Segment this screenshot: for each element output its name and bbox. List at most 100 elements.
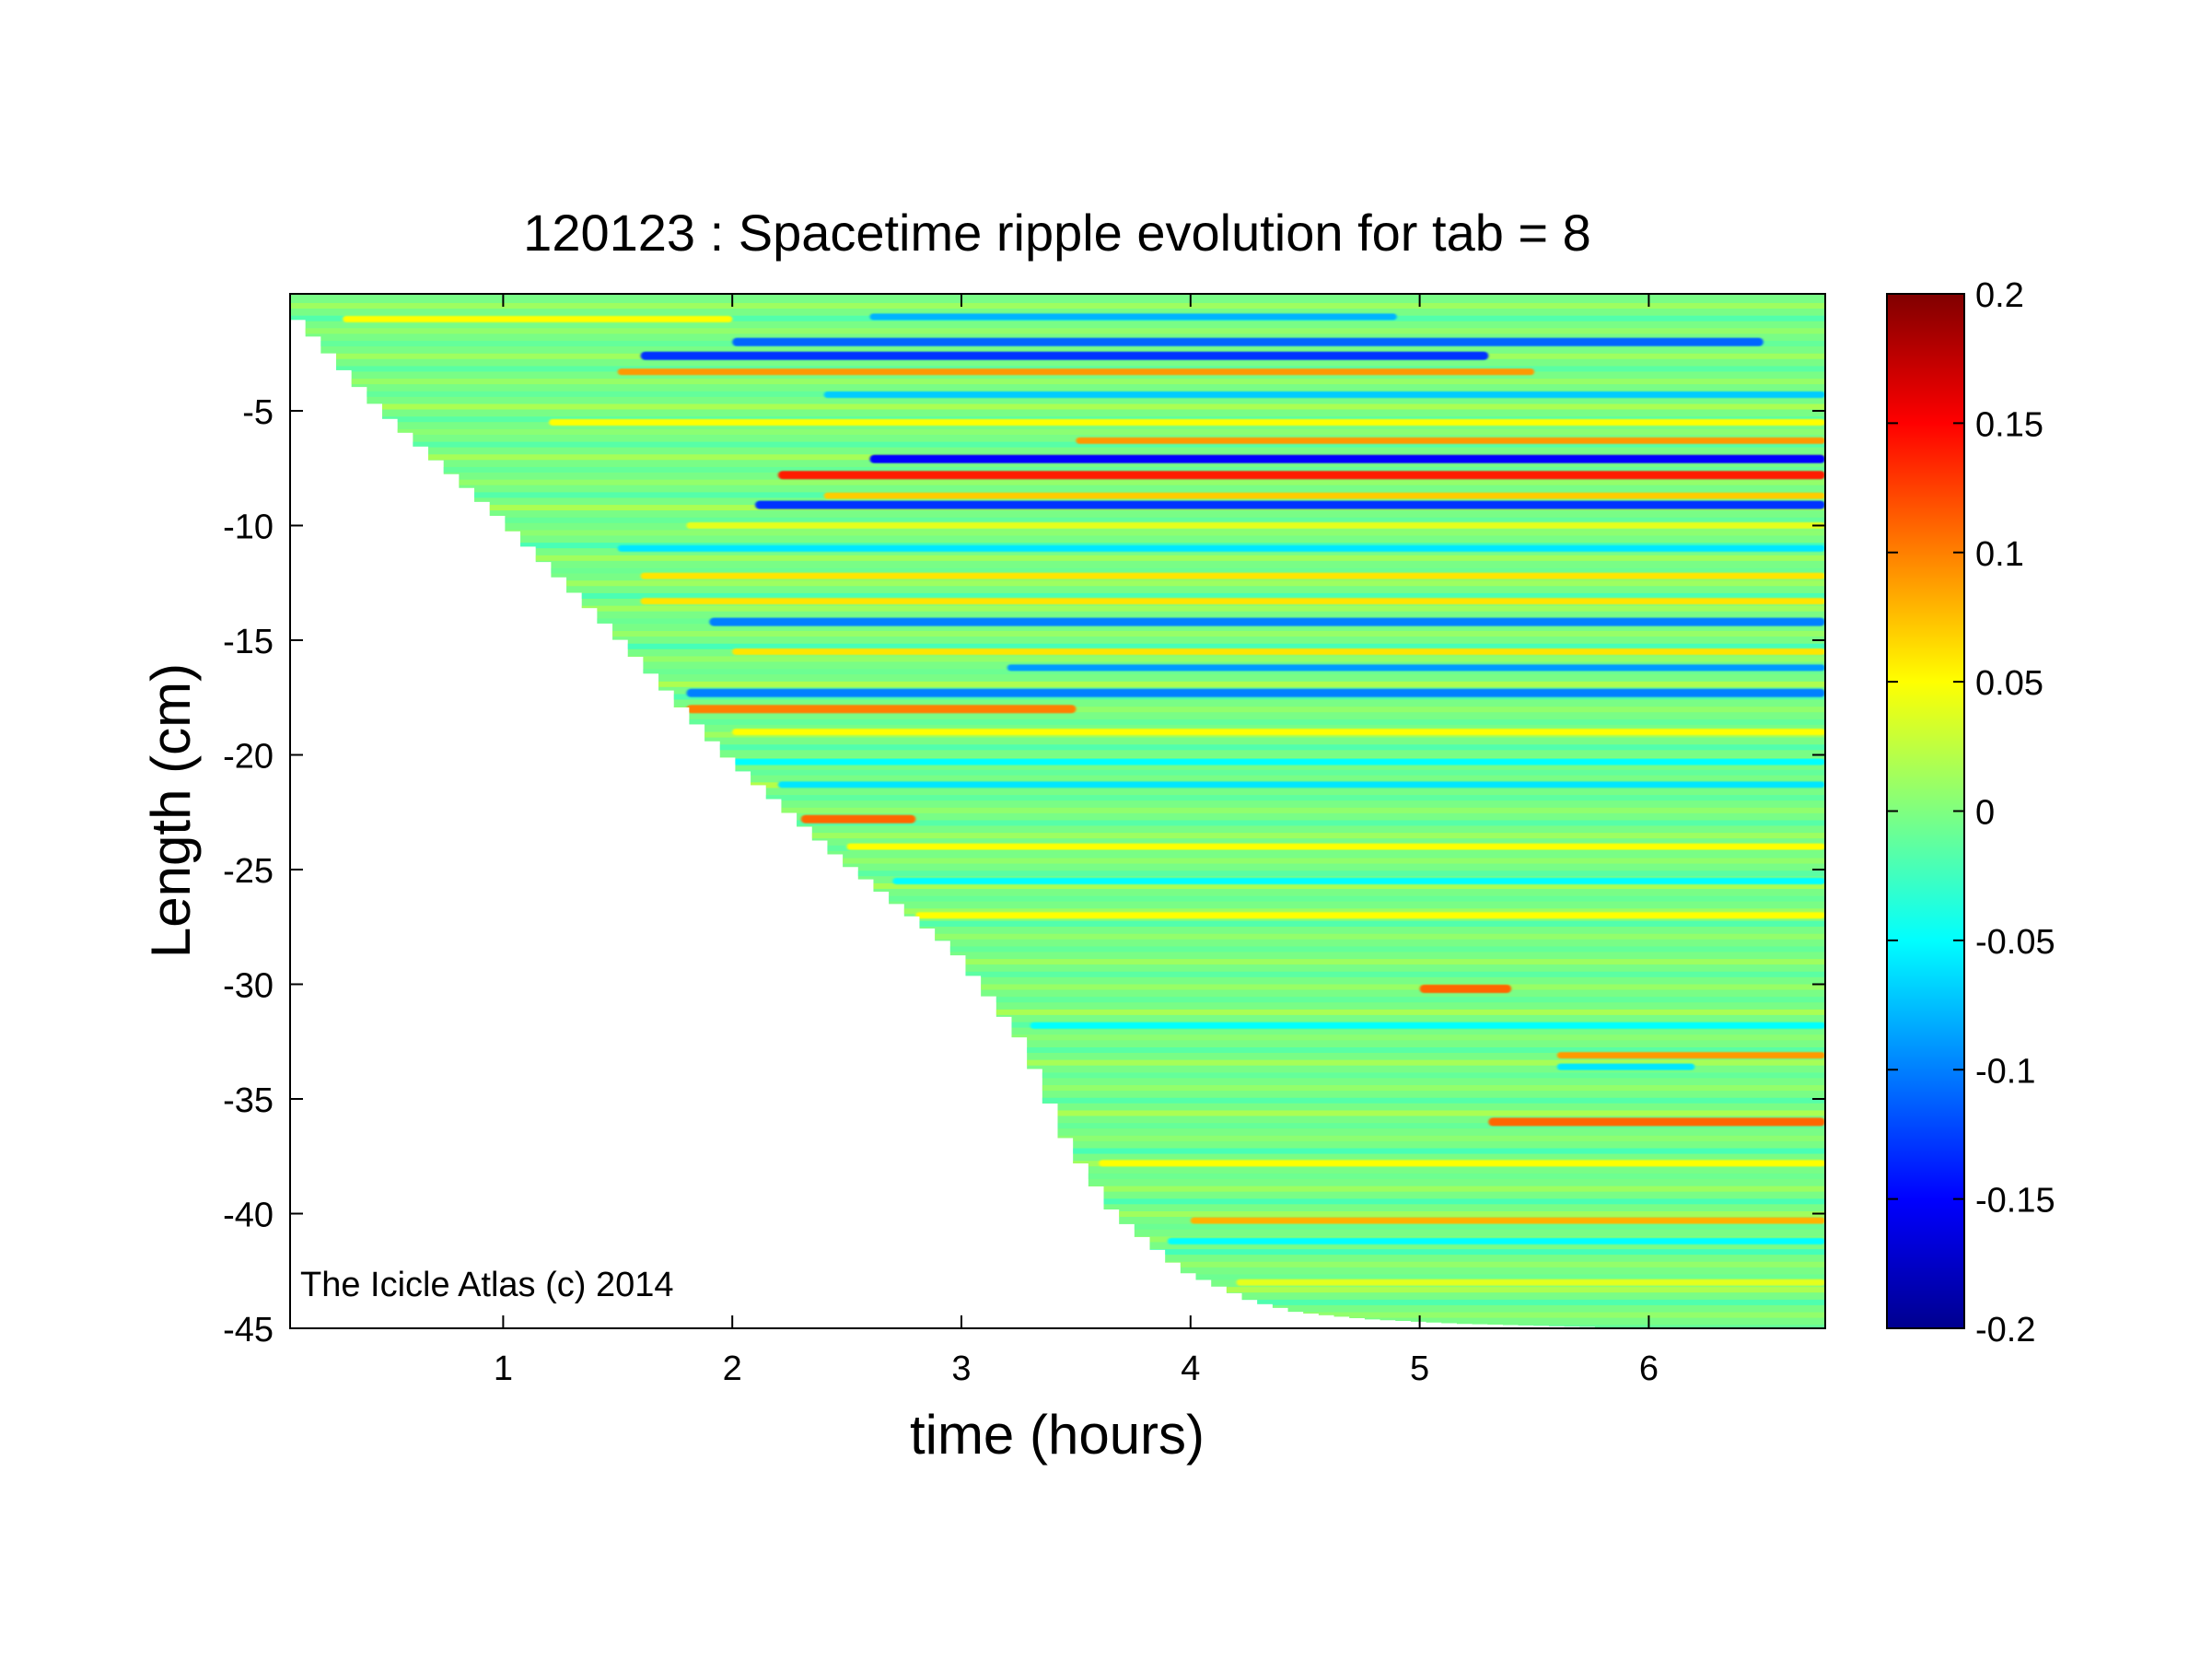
texture-stripe <box>290 744 1825 751</box>
ripple-band <box>846 843 1825 850</box>
ripple-band <box>1236 1279 1825 1286</box>
ripple-band <box>732 648 1825 655</box>
ripple-band <box>755 500 1825 509</box>
texture-stripe <box>290 870 1825 877</box>
ripple-band <box>892 877 1825 884</box>
texture-stripe <box>290 807 1825 813</box>
ripple-band <box>709 617 1825 626</box>
texture-stripe <box>290 669 1825 675</box>
colorbar-tick-label: -0.2 <box>1975 1311 2035 1349</box>
texture-stripe <box>290 833 1825 839</box>
texture-stripe <box>290 567 1825 574</box>
x-axis-ticks: 1 2 3 4 5 6 <box>494 294 1659 1388</box>
ripple-band <box>1556 1063 1695 1070</box>
x-axis-label: time (hours) <box>910 1404 1205 1466</box>
texture-stripe <box>290 1110 1825 1116</box>
texture-stripe <box>290 882 1825 889</box>
colorbar-tick-label: 0.2 <box>1975 276 2024 315</box>
ripple-band <box>1556 1052 1825 1059</box>
ripple-band <box>732 729 1825 736</box>
colorbar-tick-label: 0.15 <box>1975 405 2043 444</box>
y-tick-label: -20 <box>223 737 274 776</box>
texture-stripe <box>290 933 1825 940</box>
ripple-band <box>686 521 1825 529</box>
texture-stripe <box>290 1097 1825 1104</box>
x-tick-label: 2 <box>723 1349 742 1388</box>
texture-stripe <box>290 984 1825 990</box>
ripple-band <box>640 598 1825 605</box>
ripple-band <box>617 368 1535 376</box>
texture-stripe <box>290 921 1825 928</box>
ripple-band <box>1419 984 1512 993</box>
texture-stripe <box>290 895 1825 902</box>
plot-frame <box>289 293 1826 1329</box>
y-tick-label: -25 <box>223 852 274 891</box>
ripple-band <box>1167 1237 1825 1244</box>
watermark-annotation: The Icicle Atlas (c) 2014 <box>300 1266 674 1304</box>
ripple-band <box>617 544 1825 552</box>
colorbar-tick-label: -0.15 <box>1975 1182 2055 1221</box>
x-tick-label: 1 <box>494 1349 513 1388</box>
plot-area <box>290 294 1825 1328</box>
colorbar: 0.2 0.15 0.1 0.05 0 -0.05 -0.1 -0.15 -0.2 <box>1886 276 2055 1349</box>
texture-stripe <box>290 1009 1825 1015</box>
ripple-band <box>686 705 1077 714</box>
texture-stripe <box>290 681 1825 687</box>
texture-stripe <box>290 795 1825 801</box>
texture-stripe <box>290 592 1825 599</box>
texture-stripe <box>290 302 1825 309</box>
texture-stripe <box>290 441 1825 448</box>
texture-stripe <box>290 1085 1825 1092</box>
ripple-band <box>1190 1217 1825 1224</box>
y-tick-label: -10 <box>223 508 274 546</box>
ripple-band <box>869 313 1397 321</box>
y-axis-ticks: -5 -10 -15 -20 -25 -30 -35 -40 -45 <box>223 393 1825 1349</box>
texture-stripe <box>290 858 1825 864</box>
texture-stripe <box>290 517 1825 523</box>
texture-stripe <box>290 997 1825 1003</box>
texture-stripe <box>290 946 1825 952</box>
ripple-band <box>343 315 733 322</box>
colorbar-tick-label: 0 <box>1975 794 1995 833</box>
ripple-band <box>869 454 1825 463</box>
texture-stripe <box>290 379 1825 385</box>
ripple-band <box>640 351 1489 360</box>
texture-stripe <box>290 428 1825 435</box>
colorbar-tick-label: 0.1 <box>1975 535 2024 574</box>
y-tick-label: -45 <box>223 1311 274 1349</box>
ripple-band <box>732 337 1764 346</box>
y-tick-label: -15 <box>223 623 274 661</box>
texture-stripe <box>290 466 1825 473</box>
texture-stripe <box>290 1046 1825 1053</box>
texture-stripe <box>290 605 1825 612</box>
ripple-band <box>1076 437 1825 444</box>
colorbar-gradient <box>1886 293 1965 1329</box>
y-tick-label: -35 <box>223 1081 274 1120</box>
texture-stripe <box>290 656 1825 662</box>
texture-stripe <box>290 971 1825 977</box>
texture-stripe <box>290 328 1825 334</box>
y-axis-label: Length (cm) <box>140 663 202 958</box>
chart-title: 120123 : Spacetime ripple evolution for … <box>523 204 1591 262</box>
ripple-band <box>777 781 1825 789</box>
texture-stripe <box>290 1059 1825 1066</box>
texture-stripe <box>290 555 1825 561</box>
ripple-band <box>1488 1117 1825 1127</box>
texture-stripe <box>290 1123 1825 1129</box>
texture-stripe <box>290 769 1825 776</box>
texture-stripe <box>290 479 1825 485</box>
texture-stripe <box>290 820 1825 826</box>
texture-stripe <box>290 530 1825 536</box>
ripple-band <box>1007 664 1825 672</box>
ripple-bands <box>343 313 1825 1286</box>
ripple-band <box>1099 1160 1825 1167</box>
ripple-band <box>732 758 1825 765</box>
ripple-band <box>777 471 1825 480</box>
colorbar-tick-label: -0.05 <box>1975 923 2055 962</box>
texture-stripe <box>290 403 1825 410</box>
y-tick-label: -30 <box>223 966 274 1005</box>
ripple-band <box>640 572 1825 579</box>
x-tick-label: 4 <box>1181 1349 1200 1388</box>
texture-stripe <box>290 580 1825 587</box>
